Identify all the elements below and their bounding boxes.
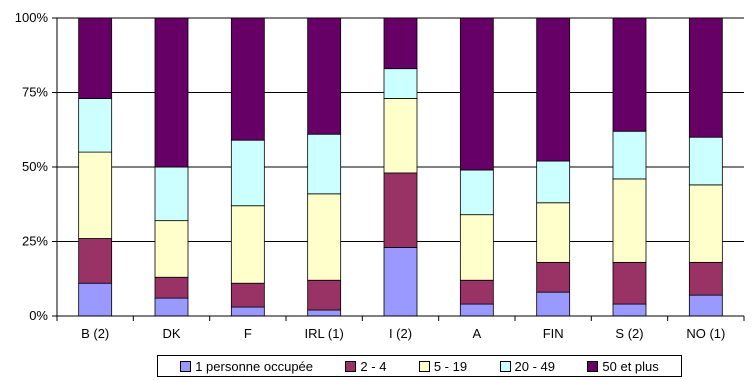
bar-segment: [154, 220, 189, 278]
bar-segment: [612, 17, 647, 132]
bar-segment: [536, 261, 571, 293]
bar-segment: [307, 279, 342, 311]
bar-segment: [536, 202, 571, 263]
legend-item: 2 - 4: [345, 359, 386, 374]
x-tick-label: I (2): [389, 326, 412, 341]
legend-swatch: [587, 360, 599, 372]
bar-segment: [383, 247, 418, 317]
x-tick-label: DK: [162, 326, 180, 341]
bar-segment: [383, 172, 418, 248]
bar-segment: [78, 17, 113, 99]
bar-segment: [383, 17, 418, 70]
bar-segment: [383, 98, 418, 174]
x-tick-label: IRL (1): [305, 326, 344, 341]
axes: [52, 17, 745, 321]
bar-segment: [78, 98, 113, 153]
bar-segment: [78, 151, 113, 239]
y-tick-label: 100%: [15, 10, 49, 25]
x-tick-label: A: [472, 326, 481, 341]
legend-item: 20 - 49: [499, 358, 555, 374]
legend-item: 1 personne occupée: [180, 359, 313, 374]
bar-segment: [612, 130, 647, 180]
bar-segment: [154, 297, 189, 317]
bar-segment: [612, 303, 647, 317]
bar-segment: [459, 214, 494, 281]
bar-segment: [688, 136, 723, 186]
legend-swatch: [180, 360, 192, 372]
bar-segment: [688, 17, 723, 138]
legend-swatch: [418, 360, 430, 372]
y-tick-label: 25%: [22, 234, 48, 249]
bar-segment: [307, 193, 342, 281]
bars: [78, 17, 723, 317]
bar-segment: [230, 205, 265, 284]
bar-segment: [383, 68, 418, 99]
x-tick-label: B (2): [81, 326, 109, 341]
bar-segment: [536, 160, 571, 204]
x-tick-label: FIN: [543, 326, 564, 341]
bar-segment: [688, 294, 723, 317]
legend-item: 50 et plus: [587, 358, 659, 374]
tick-labels: 0% 25% 50% 75% 100% B (2) DK F IRL (1) I (2) A FIN S…: [15, 10, 726, 341]
bar-segment: [230, 139, 265, 207]
bar-segment: [536, 17, 571, 162]
bar-segment: [154, 17, 189, 168]
bar-segment: [154, 276, 189, 299]
bar-segment: [307, 17, 342, 135]
bar-segment: [78, 238, 113, 284]
legend-label: 5 - 19: [433, 358, 468, 374]
legend-label: 20 - 49: [514, 358, 555, 374]
bar-segment: [459, 303, 494, 317]
bar-segment: [688, 261, 723, 296]
bar-segment: [230, 17, 265, 141]
bar-segment: [307, 309, 342, 317]
legend-swatch: [499, 360, 511, 372]
bar-segment: [154, 166, 189, 222]
bar-segment: [612, 178, 647, 263]
stacked-bar-chart: 0% 25% 50% 75% 100% B (2) DK F IRL (1) I (2) A FIN S…: [15, 10, 745, 341]
bar-segment: [307, 133, 342, 195]
legend-label: 1 personne occupée: [195, 358, 314, 374]
bar-segment: [230, 306, 265, 317]
x-tick-label: F: [244, 326, 252, 341]
bar-segment: [78, 282, 113, 317]
legend-item: 5 - 19: [418, 358, 468, 374]
y-tick-label: 50%: [22, 159, 48, 174]
bar-segment: [459, 169, 494, 216]
x-tick-label: NO (1): [686, 326, 725, 341]
legend: 1 personne occupée 2 - 4 5 - 19 20 - 49 50 e…: [157, 355, 682, 377]
bar-segment: [459, 17, 494, 171]
legend-label: 2 - 4: [360, 358, 387, 374]
y-tick-label: 0%: [29, 308, 48, 323]
y-tick-label: 75%: [22, 85, 48, 100]
legend-swatch: [345, 360, 357, 372]
bar-segment: [688, 184, 723, 263]
legend-label: 50 et plus: [602, 358, 659, 374]
bar-segment: [459, 279, 494, 305]
x-tick-label: S (2): [615, 326, 643, 341]
bar-segment: [612, 261, 647, 305]
bar-segment: [230, 282, 265, 308]
bar-segment: [536, 291, 571, 317]
